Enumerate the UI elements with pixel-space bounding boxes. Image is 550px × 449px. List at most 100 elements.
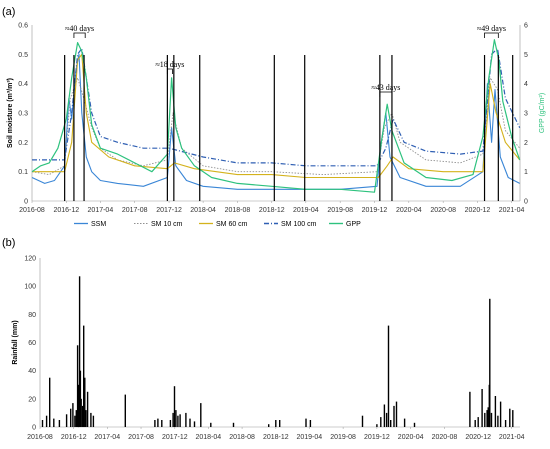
x-tick-label: 2019-08 xyxy=(327,207,353,214)
rainfall-bar xyxy=(92,415,95,427)
rainfall-bar xyxy=(75,410,77,427)
y2-tick-label: 2 xyxy=(524,140,528,147)
y2-axis-label: GPP (gC/m²) xyxy=(539,93,546,133)
x-tick-label: 2020-04 xyxy=(396,207,422,214)
panel-b: (b) 0 20 40 60 80 100 120 2016-08 2016-12 2017-04 2… xyxy=(2,237,525,441)
rainfall-bar xyxy=(403,418,406,427)
y2-tick-label: 6 xyxy=(524,23,528,30)
x-tick-label: 2017-04 xyxy=(94,434,120,441)
rainfall-bar xyxy=(309,420,312,427)
rainfall-bar xyxy=(172,412,174,427)
y-tick-label: 0.6 xyxy=(18,23,28,30)
rainfall-bar xyxy=(279,420,281,427)
x-tick-label: 2020-04 xyxy=(398,434,424,441)
y2-tick-label: 3 xyxy=(524,111,528,118)
x-tick-label: 2016-12 xyxy=(53,207,79,214)
rainfall-bar xyxy=(157,418,159,427)
rainfall-bar xyxy=(86,391,89,427)
x-tick-label: 2018-08 xyxy=(225,207,251,214)
x-tick-label: 2016-08 xyxy=(19,207,45,214)
rainfall-bar xyxy=(361,415,364,427)
rainfall-bar xyxy=(124,394,126,427)
rainfall-bar xyxy=(489,298,491,427)
rainfall-bar xyxy=(395,401,398,427)
y-tick-label: 120 xyxy=(24,256,36,263)
series-line-sm-100-cm xyxy=(32,47,521,167)
rainfall-bar xyxy=(185,412,187,427)
rainfall-bar xyxy=(305,418,307,427)
x-tick-label: 2020-12 xyxy=(465,434,491,441)
rainfall-bar xyxy=(481,389,483,427)
x-tick-label: 2018-04 xyxy=(190,207,216,214)
rainfall-bar xyxy=(81,405,84,427)
y-axis-label: Rainfall (mm) xyxy=(12,320,19,364)
rainfall-bar xyxy=(232,422,235,427)
rainfall-bar xyxy=(512,410,514,427)
rainfall-bar xyxy=(83,325,85,427)
rainfall-bar xyxy=(474,420,476,427)
rainfall-bar xyxy=(504,420,507,427)
rainfall-bar xyxy=(268,424,270,427)
annotation-bracket xyxy=(379,91,393,97)
y2-tick-label: 0 xyxy=(524,199,528,206)
x-tick-label: 2020-08 xyxy=(430,207,456,214)
rainfall-bar xyxy=(79,370,82,427)
y2-tick-label: 4 xyxy=(524,81,528,88)
x-tick-label: 2017-04 xyxy=(88,207,114,214)
x-tick-label: 2019-12 xyxy=(364,434,390,441)
legend-label: SSM xyxy=(91,221,106,228)
x-tick-label: 2017-12 xyxy=(156,207,182,214)
x-tick-label: 2019-04 xyxy=(296,434,322,441)
panel-a: (a) 0 0.1 0.2 0.3 0.4 0.5 0.6 0 1 2 3 4 5 6 2016-08 2016… xyxy=(2,6,546,214)
x-tick-label: 2019-12 xyxy=(362,207,388,214)
rainfall-bar xyxy=(487,407,489,427)
rainfall-bar xyxy=(45,415,48,427)
annotation-label: ≈40 days xyxy=(65,24,94,33)
rainfall-bar xyxy=(76,345,79,427)
rainfall-bar xyxy=(72,403,74,427)
x-tick-label: 2019-04 xyxy=(293,207,319,214)
x-tick-label: 2017-08 xyxy=(128,434,154,441)
y-tick-label: 0 xyxy=(24,199,28,206)
annotation-label: ≈43 days xyxy=(371,83,400,92)
rainfall-bar xyxy=(154,420,156,427)
y-tick-label: 100 xyxy=(24,284,36,291)
y-tick-label: 0 xyxy=(32,425,36,432)
rainfall-bar xyxy=(177,415,179,427)
rainfall-bar xyxy=(85,410,87,427)
x-tick-label: 2021-04 xyxy=(499,434,525,441)
y-tick-label: 80 xyxy=(28,312,36,319)
x-tick-label: 2018-04 xyxy=(195,434,221,441)
x-tick-label: 2020-12 xyxy=(465,207,491,214)
rainfall-bar xyxy=(49,377,51,427)
rainfall-bar xyxy=(413,422,416,427)
rainfall-bar xyxy=(80,398,82,427)
legend: SSM SM 10 cm SM 60 cm SM 100 cm GPP xyxy=(74,221,361,228)
x-tick-label: 2020-08 xyxy=(432,434,458,441)
annotation-bracket xyxy=(484,32,499,38)
x-tick-label: 2018-12 xyxy=(263,434,289,441)
x-tick-label: 2017-12 xyxy=(162,434,188,441)
x-tick-label: 2016-12 xyxy=(61,434,87,441)
y-axis-label: Soil moisture (m³/m³) xyxy=(7,78,14,148)
rainfall-bar xyxy=(84,377,86,427)
panel-label-b: (b) xyxy=(2,237,15,249)
y-tick-label: 20 xyxy=(28,396,36,403)
series-line-gpp xyxy=(31,39,521,193)
x-tick-label: 2021-04 xyxy=(499,207,525,214)
y2-tick-label: 5 xyxy=(524,52,528,59)
rainfall-bar xyxy=(41,420,44,427)
rainfall-bar xyxy=(393,405,395,427)
rainfall-bar xyxy=(477,417,479,427)
y2-tick-label: 1 xyxy=(524,169,528,176)
x-tick-label: 2018-12 xyxy=(259,207,285,214)
rainfall-bar xyxy=(275,420,277,427)
rainfall-bar xyxy=(65,414,68,427)
rainfall-bar xyxy=(58,420,61,427)
y-tick-label: 0.2 xyxy=(18,140,28,147)
x-tick-label: 2016-08 xyxy=(27,434,53,441)
rainfall-bar xyxy=(385,412,388,427)
rainfall-bar xyxy=(175,410,177,427)
legend-label: SM 60 cm xyxy=(216,221,248,228)
